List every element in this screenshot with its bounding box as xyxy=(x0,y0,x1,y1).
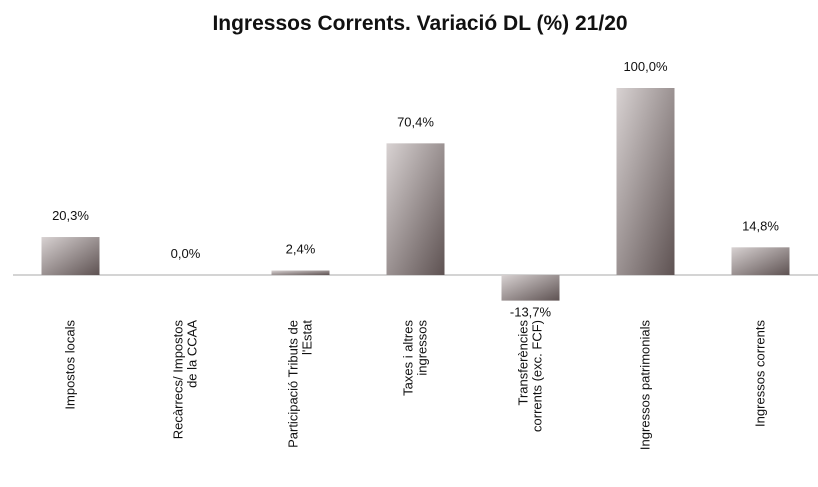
bar xyxy=(501,275,560,301)
x-tick-label: Ingressos patrimonials xyxy=(638,320,653,451)
x-tick-label: Impostos locals xyxy=(63,320,78,410)
x-tick-label: Participació Tributs del'Estat xyxy=(286,320,315,448)
value-label: 2,4% xyxy=(286,242,316,257)
x-tick-label: Recàrrecs/ Impostosde la CCAA xyxy=(171,320,200,440)
value-label: 14,8% xyxy=(742,218,779,233)
value-label: 0,0% xyxy=(171,246,201,261)
x-tick-label: Transferènciescorrents (exc. FCF) xyxy=(516,320,545,432)
x-tick-label: Ingressos corrents xyxy=(753,320,768,427)
value-label: -13,7% xyxy=(510,305,552,320)
bar xyxy=(41,237,100,275)
bar xyxy=(271,270,330,275)
value-label: 70,4% xyxy=(397,114,434,129)
bar xyxy=(616,88,675,275)
value-label: 100,0% xyxy=(623,59,668,74)
bar xyxy=(386,143,445,275)
value-label: 20,3% xyxy=(52,208,89,223)
chart-title: Ingressos Corrents. Variació DL (%) 21/2… xyxy=(212,12,627,35)
x-tick-label: Taxes i altresingressos xyxy=(401,320,430,396)
bar xyxy=(731,247,790,275)
